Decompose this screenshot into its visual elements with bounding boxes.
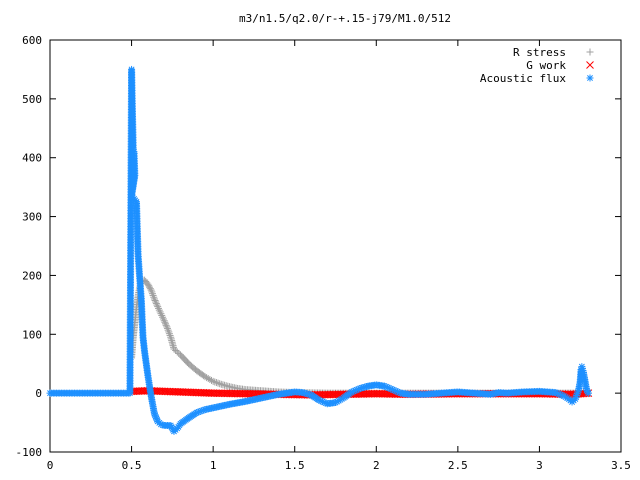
data-point: [163, 323, 171, 331]
chart-title: m3/n1.5/q2.0/r-+.15-j79/M1.0/512: [239, 12, 451, 25]
series-r-stress: [128, 276, 592, 397]
y-axis-ticks: -100 0 100 200 300 400 500 600: [16, 34, 621, 459]
data-point: [208, 376, 216, 384]
data-point: [214, 379, 222, 387]
x-axis-ticks: 0 0.5 1 1.5 2 2.5 3 3.5: [47, 40, 631, 472]
data-point: [159, 315, 167, 323]
y-tick-label: 200: [22, 269, 42, 282]
x-tick-label: 1.5: [285, 459, 305, 472]
data-point: [164, 326, 172, 334]
x-tick-label: 3: [536, 459, 543, 472]
data-point: [155, 306, 163, 314]
y-tick-label: 0: [35, 387, 42, 400]
y-tick-label: 500: [22, 93, 42, 106]
data-point: [212, 379, 220, 387]
data-point: [147, 286, 155, 294]
data-point: [144, 280, 152, 288]
data-point: [150, 295, 158, 303]
x-tick-label: 3.5: [611, 459, 631, 472]
plot-border: [49, 39, 622, 453]
data-point: [148, 290, 156, 298]
data-point: [166, 331, 174, 339]
x-tick-label: 1: [210, 459, 217, 472]
data-point: [161, 318, 169, 326]
legend-marker: [586, 74, 594, 82]
data-point: [154, 303, 162, 311]
data-point: [170, 345, 178, 353]
data-point: [160, 317, 168, 325]
data-point: [209, 377, 217, 385]
plot-frame: [49, 39, 622, 453]
series-acoustic-flux: [46, 65, 592, 435]
data-point: [162, 320, 170, 328]
data-point: [152, 298, 160, 306]
y-tick-label: -100: [16, 446, 43, 459]
data-point: [153, 301, 161, 309]
data-point: [148, 288, 156, 296]
data-point: [216, 380, 224, 388]
data-point: [145, 282, 153, 290]
data-point: [159, 313, 167, 321]
data-point: [172, 346, 180, 354]
data-point: [173, 348, 181, 356]
legend-marker: [586, 61, 594, 69]
legend-marker: [586, 48, 594, 56]
x-tick-label: 0: [47, 459, 54, 472]
data-point: [150, 293, 158, 301]
data-point: [165, 328, 173, 336]
data-point: [165, 330, 173, 338]
data-point: [151, 297, 159, 305]
data-point: [146, 285, 154, 293]
data-point: [154, 304, 162, 312]
data-point: [158, 311, 166, 319]
data-point: [584, 389, 592, 397]
y-tick-label: 300: [22, 211, 42, 224]
x-tick-label: 2.5: [448, 459, 468, 472]
data-point: [149, 291, 157, 299]
data-point: [146, 283, 154, 291]
legend-label: R stress: [513, 46, 566, 59]
y-tick-label: 100: [22, 328, 42, 341]
series-layer: [46, 65, 593, 435]
legend-label: Acoustic flux: [480, 72, 566, 85]
x-tick-label: 2: [373, 459, 380, 472]
data-point: [152, 300, 160, 308]
data-point: [129, 145, 137, 153]
x-tick-label: 0.5: [122, 459, 142, 472]
data-point: [211, 378, 219, 386]
y-tick-label: 600: [22, 34, 42, 47]
legend-label: G work: [526, 59, 566, 72]
data-point: [163, 324, 171, 332]
data-point: [162, 321, 170, 329]
data-point: [156, 308, 164, 316]
y-tick-label: 400: [22, 152, 42, 165]
data-point: [157, 310, 165, 318]
